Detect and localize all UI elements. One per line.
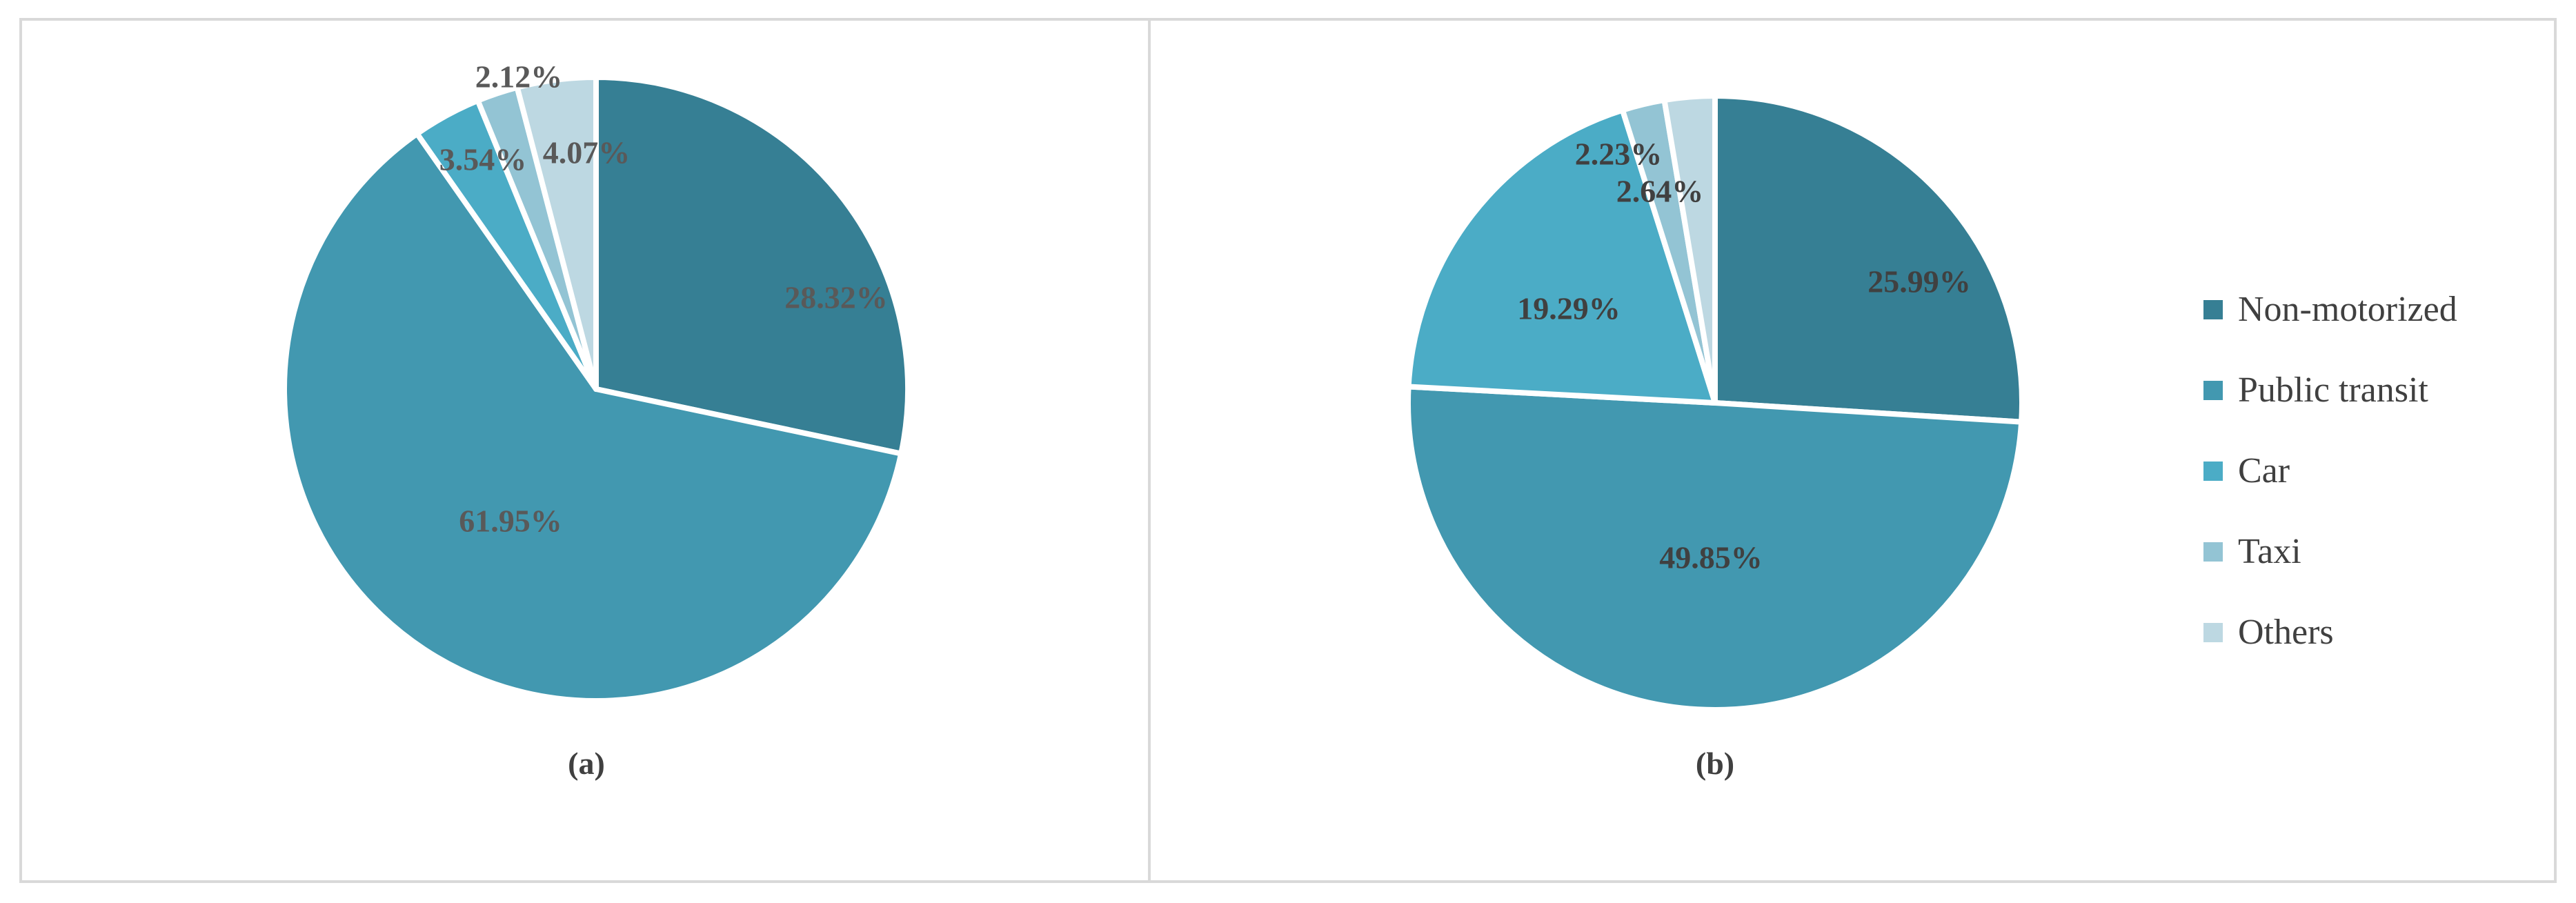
data-label-others: 2.64% [1616,174,1704,209]
legend-swatch-car [2203,461,2223,481]
legend-swatch-taxi [2203,542,2223,562]
legend-swatch-non-motorized [2203,299,2223,319]
pie-slice-others [514,75,599,392]
data-label-taxi: 2.23% [1575,137,1663,172]
data-label-public-transit: 49.85% [1659,540,1763,575]
pie-chart-b: 25.99% 49.85% 19.29% 2.23%2.64% [1405,93,2025,713]
legend-item-non-motorized: Non-motorized [2203,269,2457,350]
legend-swatch-others [2203,622,2223,642]
legend-label-car: Car [2238,451,2290,490]
legend-swatch-public-transit [2203,380,2223,400]
pie-slice-car [1405,107,1718,406]
legend: Non-motorized Public transit Car Taxi Ot… [2203,269,2457,673]
legend-item-car: Car [2203,430,2457,511]
data-label-others: 4.07% [543,135,631,170]
legend-item-taxi: Taxi [2203,511,2457,592]
caption-b: (b) [1695,746,1735,781]
legend-label-public-transit: Public transit [2238,370,2428,410]
data-label-car: 19.29% [1517,291,1621,326]
legend-label-others: Others [2238,613,2334,652]
legend-item-others: Others [2203,592,2457,673]
pie-slice-others [1661,93,1718,406]
data-label-taxi: 2.12% [475,59,563,95]
pie-slice-non-motorized [1712,93,2025,425]
pie-slice-non-motorized [593,75,911,457]
legend-label-taxi: Taxi [2238,532,2301,571]
caption-a: (a) [568,746,605,781]
pie-slice-public-transit [281,130,904,704]
data-label-public-transit: 61.95% [459,504,562,539]
pie-chart-a: 28.32% 61.95% 3.54% 2.12% 4.07% [281,59,911,704]
legend-label-non-motorized: Non-motorized [2238,290,2457,329]
data-label-non-motorized: 25.99% [1867,264,1971,299]
data-label-non-motorized: 28.32% [784,280,888,315]
legend-item-public-transit: Public transit [2203,350,2457,430]
pie-slice-public-transit [1405,384,2025,713]
chart-panel-b: 25.99% 49.85% 19.29% 2.23% 2.64% (b) Non-mot… [1148,18,2557,883]
chart-panel-a: 28.32% 61.95% 3.54% 2.12% 4.07% (a) [19,18,1152,883]
data-label-car: 3.54% [439,142,527,177]
